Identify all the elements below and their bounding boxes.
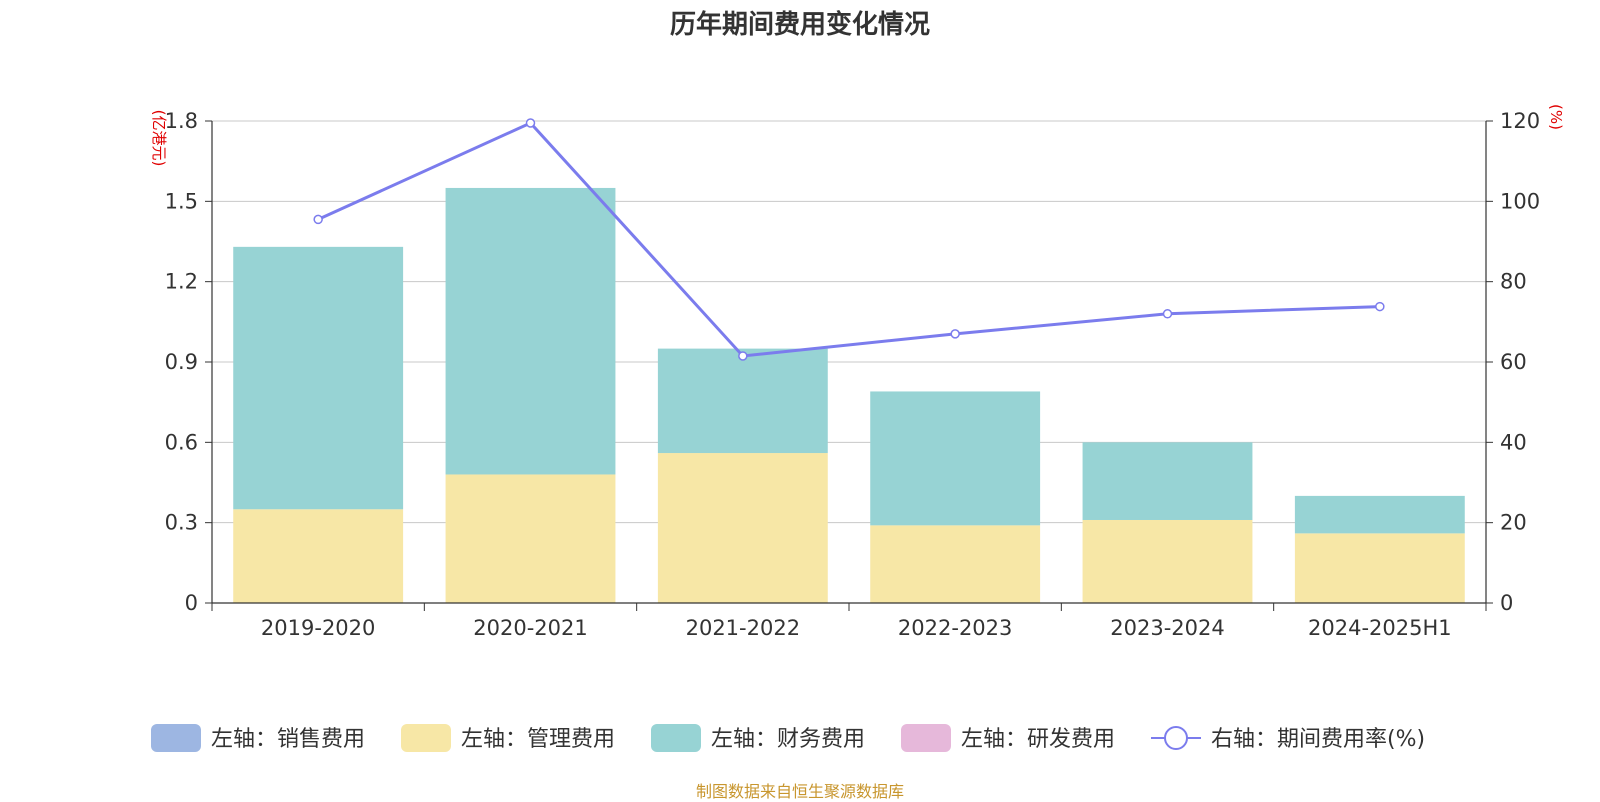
left-axis-unit: (亿港元) — [150, 110, 168, 167]
bar-segment — [1294, 495, 1465, 534]
x-tick-label: 2020-2021 — [473, 616, 587, 640]
bar-segment — [1294, 533, 1465, 603]
legend-swatch — [651, 724, 701, 752]
right-tick-label: 20 — [1500, 511, 1527, 535]
bar-segment — [1082, 442, 1253, 520]
legend-label: 右轴：期间费用率(%) — [1211, 727, 1425, 752]
legend-swatch — [151, 724, 201, 752]
legend-label: 左轴：管理费用 — [461, 727, 615, 752]
right-tick-label: 0 — [1500, 591, 1513, 615]
x-tick-label: 2023-2024 — [1110, 616, 1224, 640]
right-tick-label: 100 — [1500, 189, 1540, 213]
legend-label: 左轴：销售费用 — [211, 727, 365, 752]
legend-label: 左轴：研发费用 — [961, 727, 1115, 752]
rate-point — [738, 351, 748, 361]
right-axis-unit: (%) — [1547, 104, 1565, 130]
right-tick-label: 120 — [1500, 109, 1540, 133]
source-note: 制图数据来自恒生聚源数据库 — [695, 782, 904, 801]
right-tick-label: 80 — [1500, 270, 1527, 294]
bar-segment — [870, 525, 1041, 603]
left-tick-label: 1.8 — [165, 109, 198, 133]
legend-swatch — [401, 724, 451, 752]
left-tick-label: 0.9 — [165, 350, 198, 374]
bar-segment — [445, 474, 616, 603]
bar-segment — [870, 391, 1041, 526]
x-tick-label: 2019-2020 — [261, 616, 375, 640]
x-tick-label: 2024-2025H1 — [1308, 616, 1452, 640]
rate-point — [525, 118, 536, 128]
legend-label: 左轴：财务费用 — [711, 727, 865, 752]
left-tick-label: 0.3 — [165, 511, 198, 535]
bar-segment — [1082, 519, 1253, 603]
x-tick-label: 2022-2023 — [898, 616, 1012, 640]
right-tick-label: 60 — [1500, 350, 1527, 374]
x-tick-label: 2021-2022 — [686, 616, 800, 640]
legend-swatch — [901, 724, 951, 752]
rate-point — [1162, 309, 1173, 319]
bar-segment — [233, 509, 404, 603]
chart-title: 历年期间费用变化情况 — [669, 10, 930, 40]
rate-point — [313, 214, 323, 225]
left-tick-label: 1.5 — [165, 189, 198, 213]
left-tick-label: 1.2 — [165, 270, 198, 294]
bar-segment — [445, 187, 616, 475]
rate-point — [950, 329, 960, 339]
left-tick-label: 0 — [185, 591, 198, 615]
bar-segment — [233, 246, 404, 510]
left-tick-label: 0.6 — [165, 430, 198, 454]
bar-segment — [657, 348, 828, 454]
legend-marker — [1164, 726, 1188, 750]
rate-line — [317, 121, 1380, 358]
bar-segment — [657, 453, 828, 603]
rate-point — [1375, 301, 1385, 312]
right-tick-label: 40 — [1500, 430, 1527, 454]
